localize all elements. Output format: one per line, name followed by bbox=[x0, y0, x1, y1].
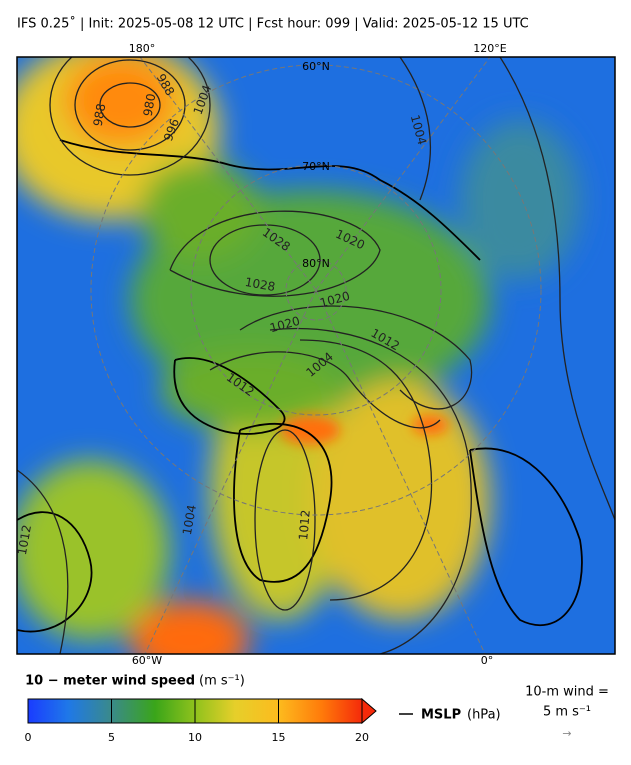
mslp-legend: MSLP bbox=[421, 708, 461, 723]
colorbar-tick-label: 0 bbox=[25, 731, 32, 744]
colorbar-tick-label: 10 bbox=[188, 731, 202, 744]
graticule bbox=[90, 57, 542, 654]
colorbar-extend bbox=[361, 697, 377, 725]
colorbar-tick-label: 5 bbox=[108, 731, 115, 744]
lat-label: 70°N bbox=[302, 160, 330, 173]
mslp-unit: (hPa) bbox=[467, 708, 501, 723]
wind-ref-value: 5 m s⁻¹ bbox=[543, 705, 591, 720]
isobar-label: 980 bbox=[141, 92, 159, 117]
isobar-label: 1012 bbox=[15, 524, 34, 557]
colorbar-tick-label: 20 bbox=[355, 731, 369, 744]
isobar-label: 1004 bbox=[180, 504, 199, 537]
lon-label: 0° bbox=[481, 654, 494, 667]
colorbar-label: 10 − meter wind speed bbox=[25, 674, 195, 689]
coastlines bbox=[17, 139, 583, 633]
isobar-label: 988 bbox=[91, 102, 109, 127]
wind-ref-arrow: → bbox=[562, 727, 571, 740]
colorbar: 10 − meter wind speed (m s⁻¹) 0 5 10 15 20 bbox=[25, 674, 377, 744]
lon-labels: 180° 120°E 60°W 0° bbox=[129, 42, 507, 667]
map-frame bbox=[16, 56, 616, 655]
colorbar-unit: (m s⁻¹) bbox=[199, 674, 245, 689]
wind-ref-label: 10-m wind = bbox=[525, 685, 609, 700]
lon-label: 120°E bbox=[473, 42, 506, 55]
lon-label: 60°W bbox=[132, 654, 162, 667]
isobar-label: 1028 bbox=[244, 275, 277, 294]
colorbar-tick-label: 15 bbox=[272, 731, 286, 744]
lat-label: 80°N bbox=[302, 257, 330, 270]
isobar-label: 1012 bbox=[296, 509, 313, 541]
isobars bbox=[17, 57, 615, 654]
lat-labels: 60°N 70°N 80°N bbox=[302, 60, 330, 270]
title: IFS 0.25˚ | Init: 2025-05-08 12 UTC | Fc… bbox=[17, 16, 529, 32]
lon-label: 180° bbox=[129, 42, 156, 55]
lat-label: 60°N bbox=[302, 60, 330, 73]
